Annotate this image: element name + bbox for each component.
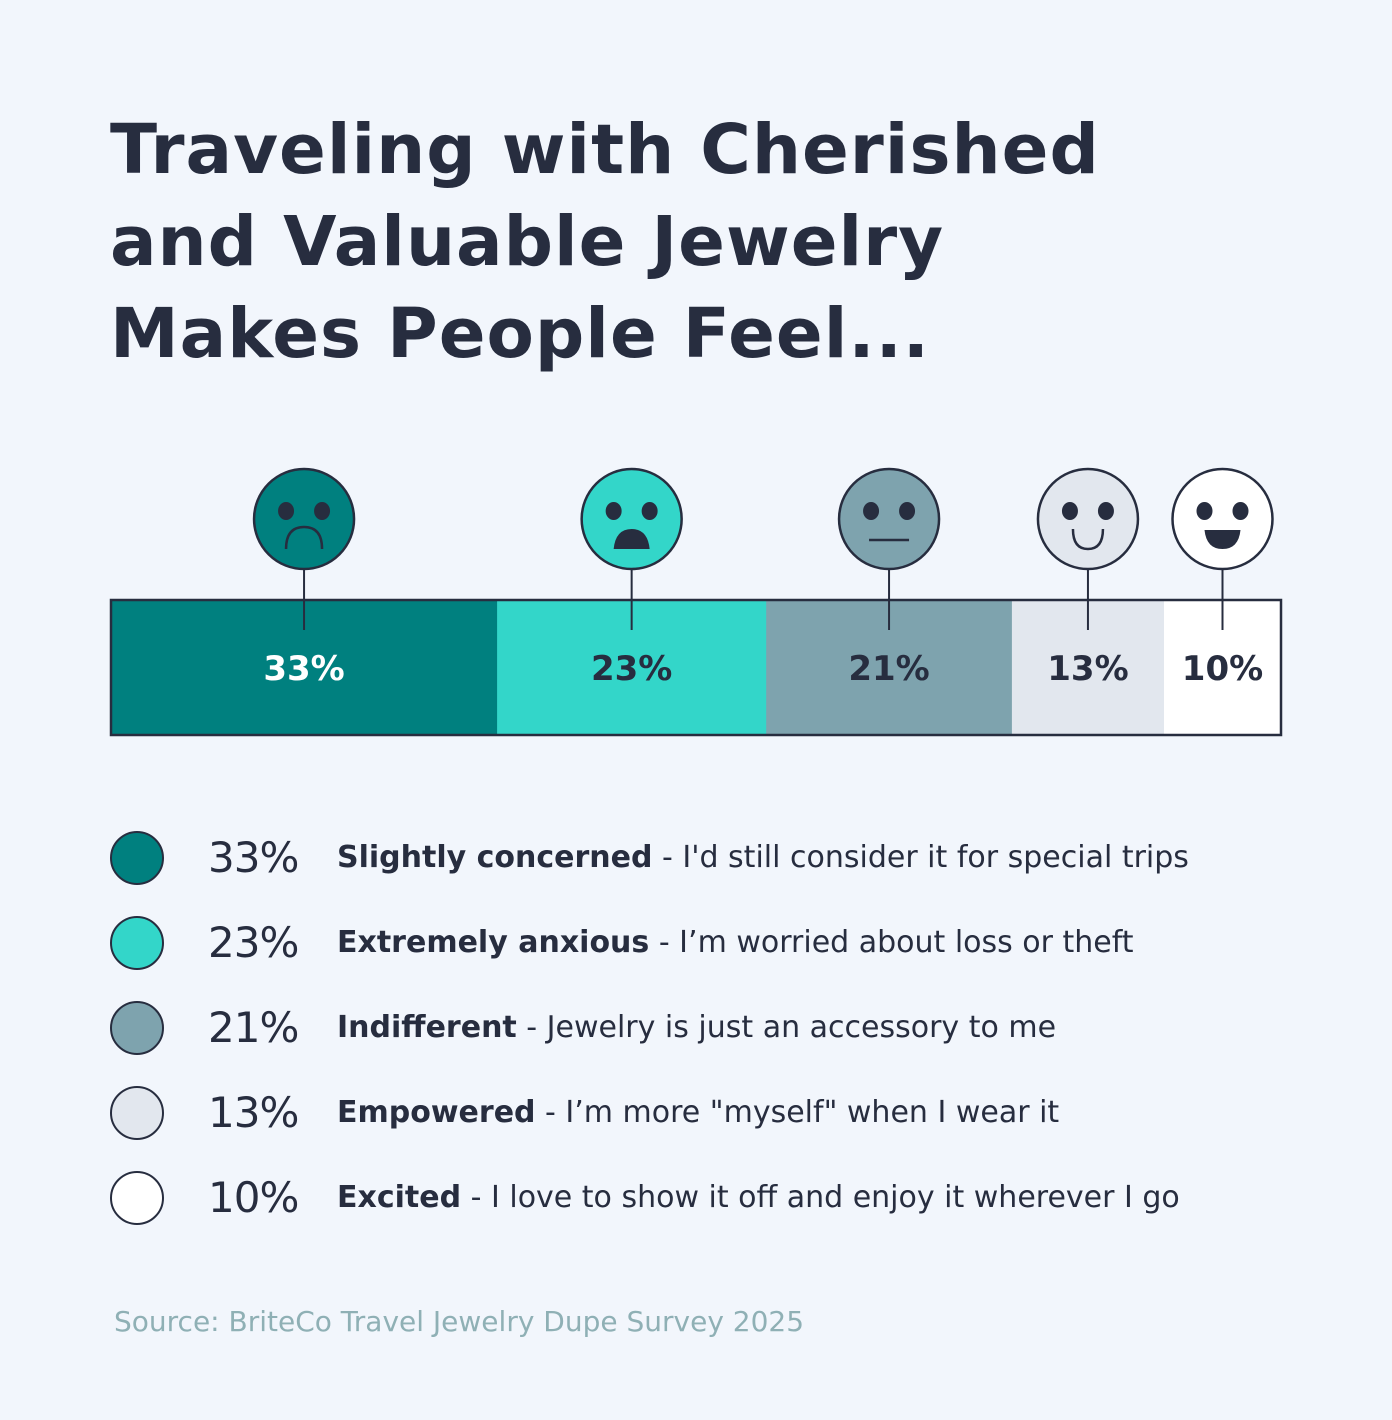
bar-data-label: 13% [1047,649,1128,689]
legend-swatch [110,1001,164,1055]
chart-title: Traveling with Cherished and Valuable Je… [110,110,1100,374]
legend-percent: 23% [208,918,299,967]
neutral-face-icon [837,467,941,571]
legend-percent: 33% [208,833,299,882]
anxious-face-icon [580,467,683,571]
legend-description: - I’m worried about loss or theft [649,925,1134,960]
legend-label: Empowered - I’m more "myself" when I wea… [337,1085,1059,1141]
legend-swatch [110,1171,164,1225]
legend-swatch [110,916,164,970]
stacked-bar-chart: 33% 23% 21% 13% 10% [109,467,1283,737]
legend-item: 21% Indifferent - Jewelry is just an acce… [110,1000,1350,1060]
bar-data-label: 10% [1182,649,1263,689]
bar-data-label: 21% [848,649,929,689]
frown-face-icon [252,467,356,571]
legend-percent: 13% [208,1088,299,1137]
legend-category: Indifferent [337,1010,517,1045]
legend-item: 33% Slightly concerned - I'd still consid… [110,830,1350,890]
legend-category: Excited [337,1180,462,1215]
bar-outline [109,598,1283,737]
legend-percent: 21% [208,1003,299,1052]
smile-face-icon [1036,467,1140,571]
bar-data-label: 33% [263,649,344,689]
legend-category: Slightly concerned [337,840,653,875]
legend-label: Slightly concerned - I'd still consider … [337,830,1189,886]
grin-face-icon [1171,467,1274,571]
legend-label: Indifferent - Jewelry is just an accesso… [337,1000,1056,1056]
legend-percent: 10% [208,1173,299,1222]
legend-label: Extremely anxious - I’m worried about lo… [337,915,1134,971]
legend-item: 10% Excited - I love to show it off and e… [110,1170,1350,1230]
legend-description: - I’m more "myself" when I wear it [535,1095,1060,1130]
source-note: Source: BriteCo Travel Jewelry Dupe Surv… [114,1305,805,1338]
legend-category: Empowered [337,1095,536,1130]
legend-swatch [110,1086,164,1140]
legend-description: - Jewelry is just an accessory to me [516,1010,1057,1045]
legend-description: - I love to show it off and enjoy it whe… [461,1180,1180,1215]
legend-swatch [110,831,164,885]
legend-item: 23% Extremely anxious - I’m worried about… [110,915,1350,975]
legend-label: Excited - I love to show it off and enjo… [337,1170,1180,1226]
legend-description: - I'd still consider it for special trip… [652,840,1189,875]
legend-item: 13% Empowered - I’m more "myself" when I … [110,1085,1350,1145]
bar-data-label: 23% [591,649,672,689]
legend-category: Extremely anxious [337,925,650,960]
